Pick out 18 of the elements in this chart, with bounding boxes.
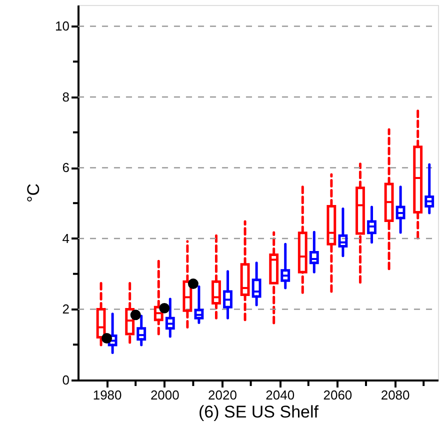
x-tick-label: 2040 [266, 388, 295, 402]
y-axis-title: °C [24, 183, 44, 203]
y-tick-label: 6 [62, 160, 70, 176]
y-tick-label: 10 [55, 18, 70, 34]
y-tick-label: 8 [62, 89, 70, 104]
point [159, 302, 170, 314]
x-axis-title: (6) SE US Shelf [198, 402, 319, 422]
point [102, 333, 112, 344]
x-tick-label: 2080 [380, 388, 410, 402]
y-tick-label: 0 [62, 372, 70, 388]
y-tick-label: 2 [62, 302, 70, 317]
x-tick-label: 1980 [92, 388, 122, 402]
x-tick-label: 2060 [323, 388, 352, 402]
point [130, 310, 141, 320]
y-tick-label: 4 [62, 230, 70, 246]
x-tick-label: 2020 [208, 388, 237, 402]
x-tick-label: 2000 [150, 388, 180, 402]
point [188, 278, 198, 290]
